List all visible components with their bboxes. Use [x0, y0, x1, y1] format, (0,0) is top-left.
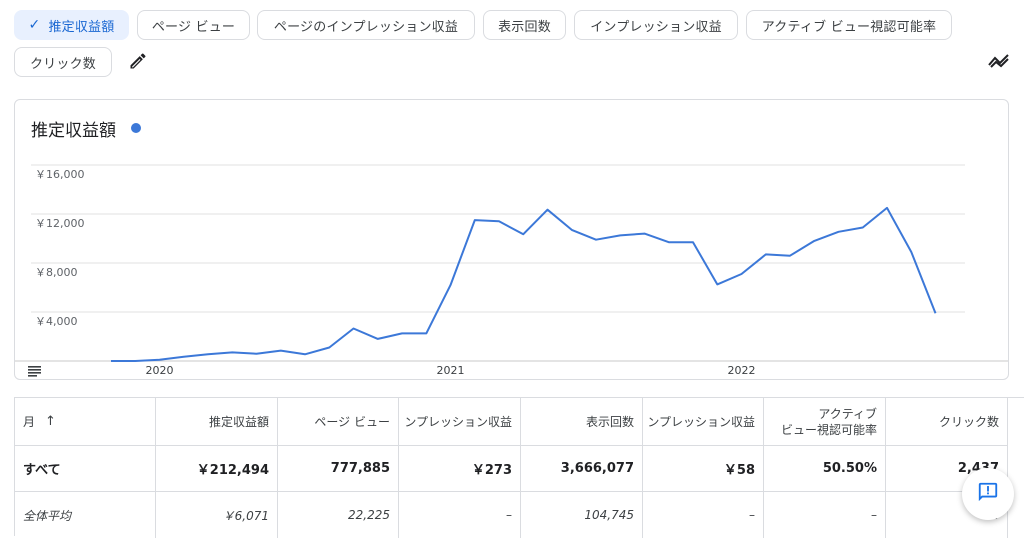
trend-compare-icon[interactable]: [986, 50, 1012, 72]
header-page-impression-revenue[interactable]: ンプレッション収益: [399, 398, 521, 446]
header-label: 月: [23, 414, 36, 429]
y-tick-label: ￥16,000: [35, 168, 85, 181]
x-tick-label: 2020: [146, 364, 174, 377]
table-cell: 777,885: [278, 446, 399, 492]
y-tick-label: ￥8,000: [35, 266, 78, 279]
feedback-icon: [977, 481, 999, 507]
series-color-dot: [131, 123, 141, 133]
chip-label: アクティブ ビュー視認可能率: [761, 19, 937, 35]
chip-label: クリック数: [29, 56, 96, 72]
pencil-icon[interactable]: [126, 49, 150, 73]
chip-impressions[interactable]: 表示回数: [483, 10, 566, 40]
report-table: 月 ↑ 推定収益額 ページ ビュー ンプレッション収益 表示回数 ンプレッション…: [14, 397, 1024, 538]
header-estimated-revenue[interactable]: 推定収益額: [156, 398, 278, 446]
header-label-line2: ビュー視認可能率: [780, 422, 877, 437]
chip-active-view-viewable[interactable]: アクティブ ビュー視認可能率: [746, 10, 952, 40]
header-label: ンプレッション収益: [404, 414, 512, 429]
table-cell: 全体平均: [15, 492, 156, 538]
line-chart: ￥4,000 ￥8,000 ￥12,000 ￥16,000 2020 2021 2022: [15, 164, 1008, 377]
chip-page-views[interactable]: ページ ビュー: [137, 10, 250, 40]
legend-lines-icon: [28, 369, 41, 371]
series-line: [111, 206, 937, 362]
header-month[interactable]: 月 ↑: [15, 398, 156, 446]
header-clicks[interactable]: クリック数: [886, 398, 1008, 446]
chip-impression-revenue[interactable]: インプレッション収益: [574, 10, 738, 40]
chip-page-impression-revenue[interactable]: ページのインプレッション収益: [257, 10, 475, 40]
chip-label: ページ ビュー: [151, 19, 236, 35]
table-cell: –: [399, 492, 521, 538]
chip-label: インプレッション収益: [590, 19, 722, 35]
header-label: ページ ビュー: [314, 414, 390, 429]
x-tick-label: 2022: [728, 364, 756, 377]
header-page-views[interactable]: ページ ビュー: [278, 398, 399, 446]
chip-label: 表示回数: [498, 19, 551, 35]
arrow-up-icon: ↑: [45, 413, 56, 429]
header-label: 推定収益額: [208, 414, 269, 429]
table-cell: –: [764, 492, 886, 538]
chip-label: 推定収益額: [48, 19, 115, 35]
legend-lines-icon: [28, 372, 41, 374]
chip-clicks[interactable]: クリック数: [14, 47, 112, 77]
table-cell: ￥273: [399, 446, 521, 492]
table-cell: –: [643, 492, 764, 538]
header-label: クリック数: [938, 414, 999, 429]
table-cell: 50.50%: [764, 446, 886, 492]
x-tick-label: 2021: [437, 364, 465, 377]
table-cell: ￥58: [643, 446, 764, 492]
table-cell: ￥212,494: [156, 446, 278, 492]
chip-label: ページのインプレッション収益: [273, 19, 459, 35]
header-impression-revenue[interactable]: ンプレッション収益: [643, 398, 764, 446]
table-cell: 22,225: [278, 492, 399, 538]
y-tick-label: ￥4,000: [35, 315, 78, 328]
check-icon: ✓: [28, 17, 41, 33]
legend-lines-icon: [28, 375, 37, 377]
chip-estimated-revenue[interactable]: ✓ 推定収益額: [14, 10, 129, 40]
table-cell: ￥6,071: [156, 492, 278, 538]
feedback-button[interactable]: [962, 468, 1014, 520]
header-active-view[interactable]: アクティブ ビュー視認可能率: [764, 398, 886, 446]
legend-lines-icon: [28, 366, 41, 368]
chart-card: 推定収益額 ￥4,000 ￥8,000 ￥12,000 ￥16,000 2020 2021…: [14, 99, 1009, 380]
table-cell: 104,745: [521, 492, 643, 538]
metric-toolbar: ✓ 推定収益額 ページ ビュー ページのインプレッション収益 表示回数 インプレ…: [0, 0, 1024, 86]
header-label: 表示回数: [585, 414, 634, 429]
chart-title: 推定収益額: [31, 121, 116, 141]
table-cell: 3,666,077: [521, 446, 643, 492]
header-label-line1: アクティブ: [818, 406, 877, 421]
header-label: ンプレッション収益: [647, 414, 755, 429]
header-impressions[interactable]: 表示回数: [521, 398, 643, 446]
y-tick-label: ￥12,000: [35, 217, 85, 230]
table-cell: すべて: [15, 446, 156, 492]
